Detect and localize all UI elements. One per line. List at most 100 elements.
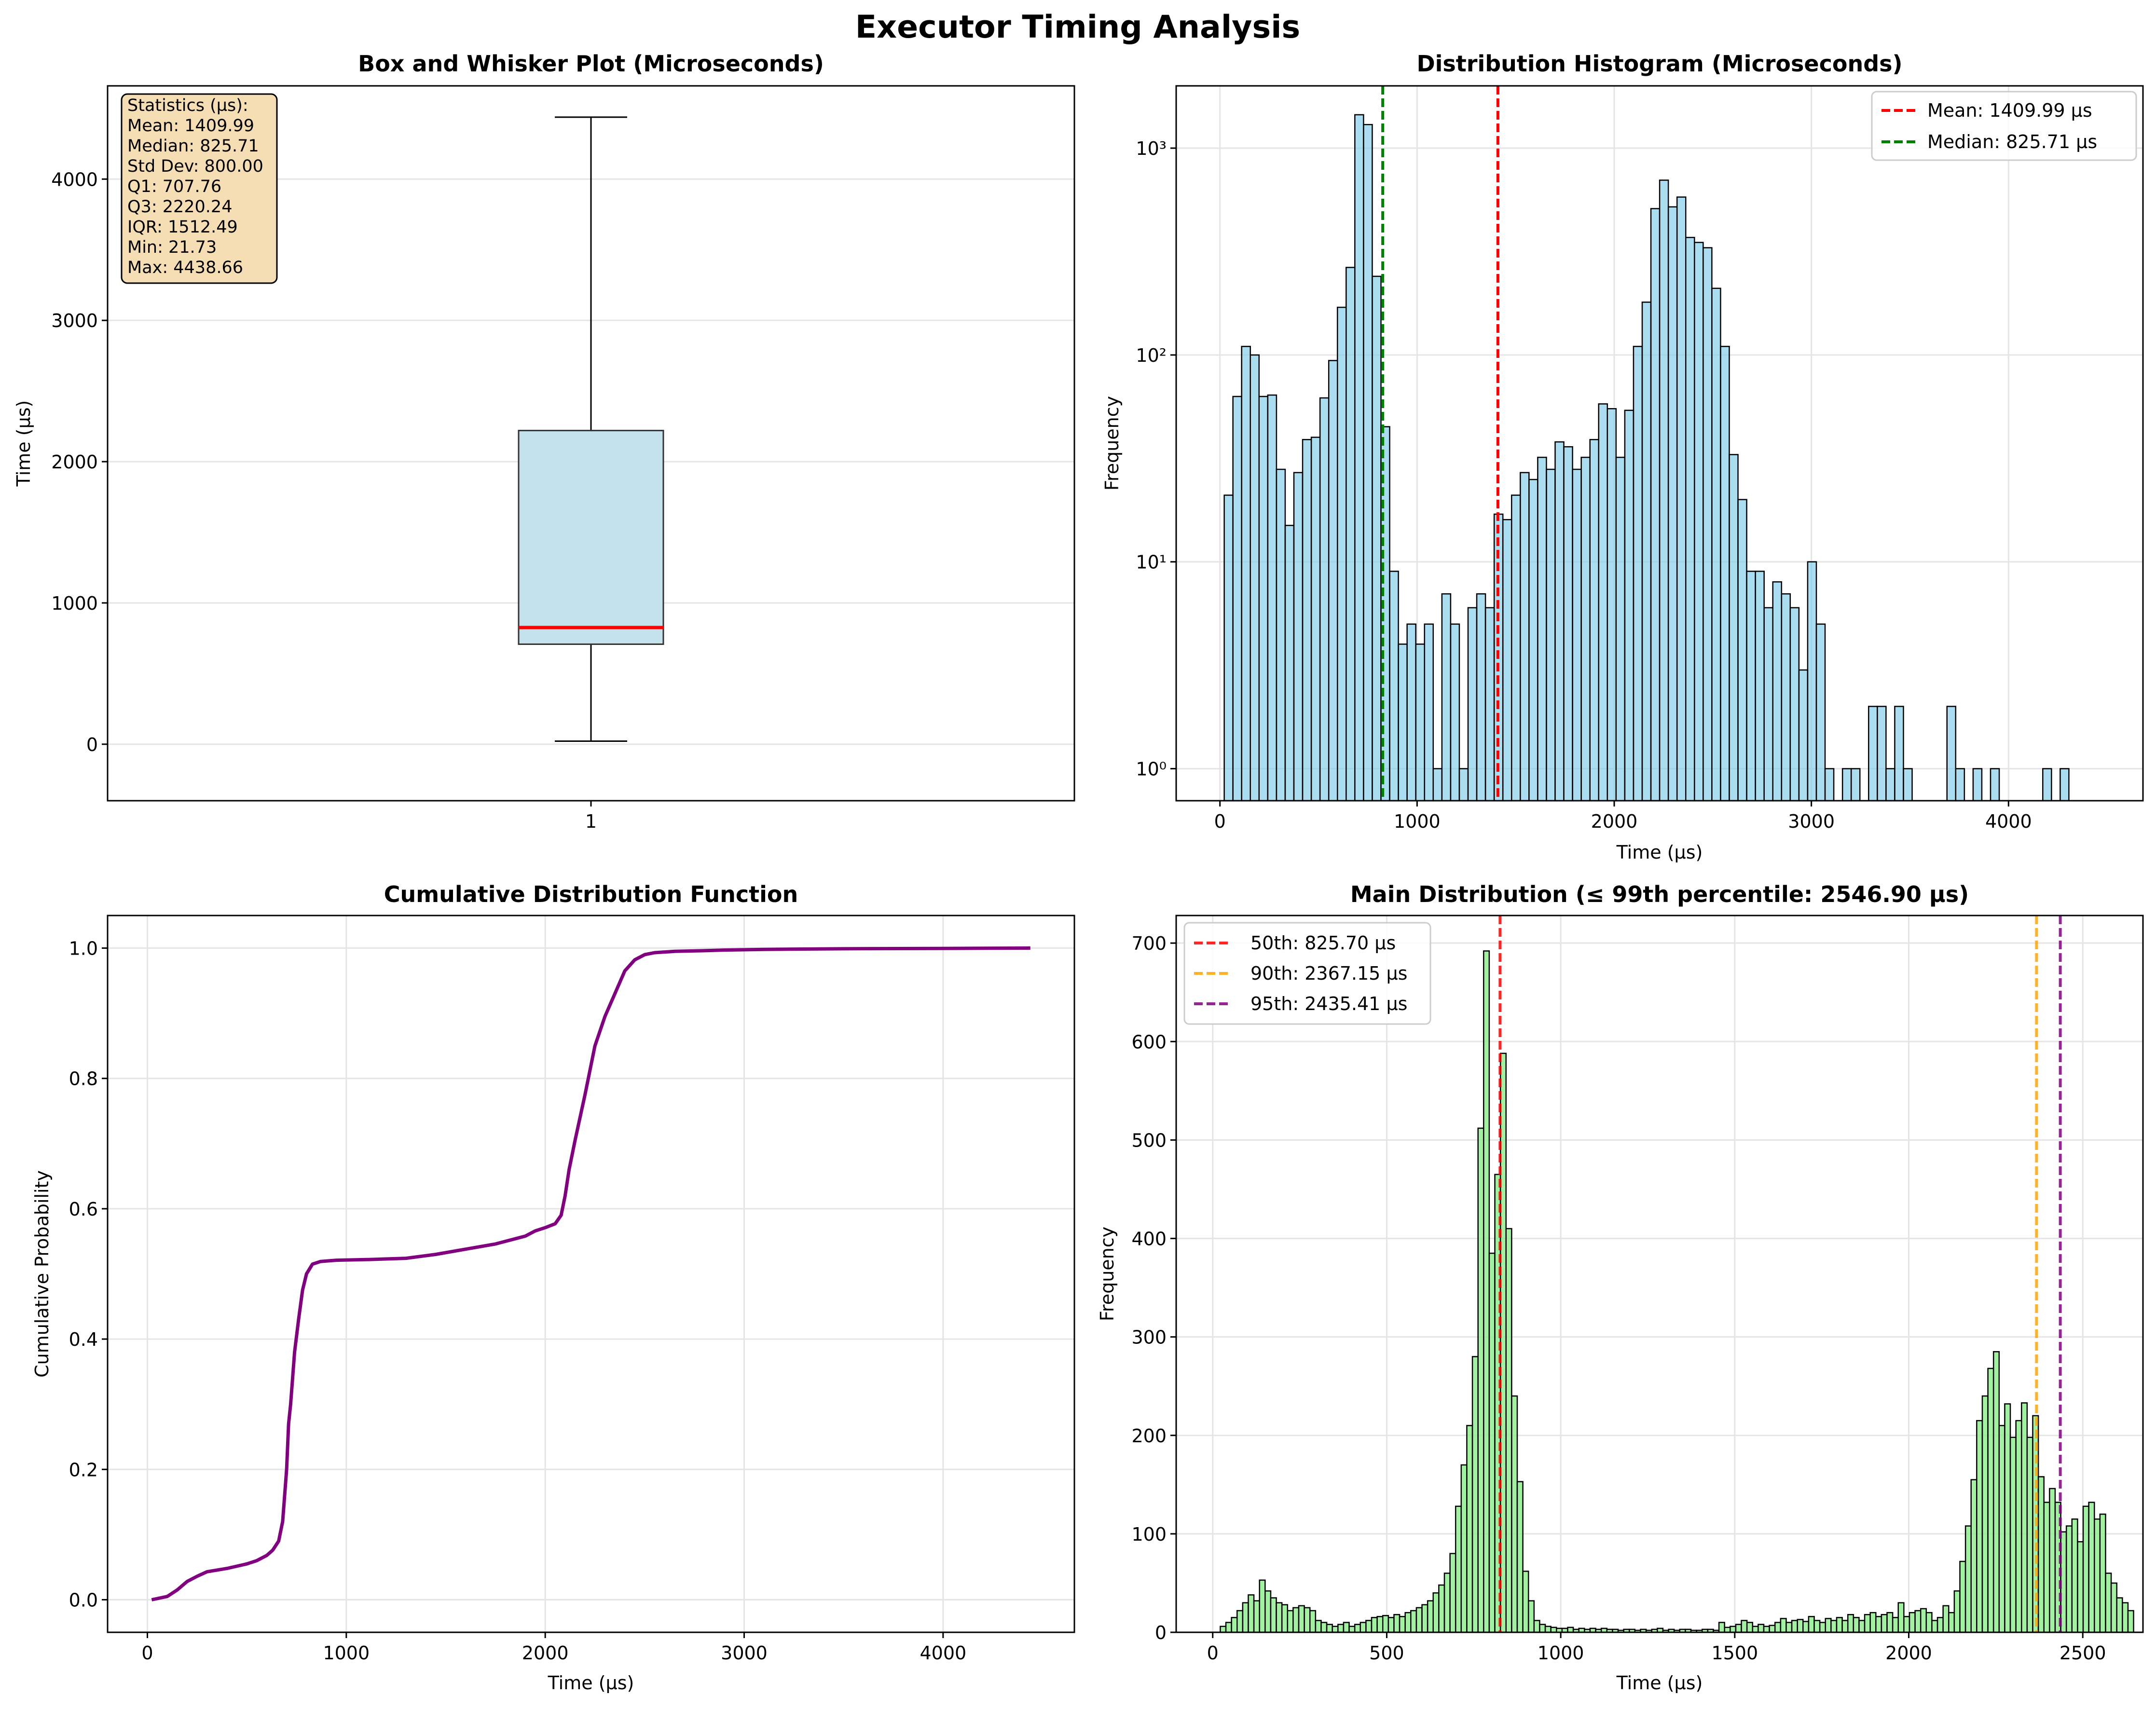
histogram-bar (1458, 768, 1469, 802)
y-tick-label: 3000 (51, 310, 98, 331)
x-tick-label: 0 (1214, 811, 1226, 832)
histogram-bar (1711, 287, 1721, 802)
histogram-bar (1399, 1616, 1406, 1633)
histogram-bar (1539, 1624, 1546, 1633)
histogram-bar (1942, 1605, 1950, 1633)
histogram-bar (1346, 267, 1356, 802)
cdf-line (151, 946, 1030, 1601)
main-distribution-ylabel: Frequency (1097, 1227, 1118, 1321)
stats-line: Std Dev: 800.00 (127, 157, 263, 176)
histogram-bar (1466, 1425, 1473, 1633)
histogram-bar (1641, 301, 1652, 802)
histogram-bar (2093, 1518, 2101, 1633)
histogram-bar (1242, 1602, 1249, 1633)
histogram-bar (1633, 345, 1643, 802)
y-tick-label: 1.0 (69, 938, 98, 959)
histogram-bar (1781, 593, 1791, 802)
histogram-bar (1959, 1560, 1966, 1633)
histogram-bar (1758, 1624, 1765, 1633)
histogram-bar (1659, 179, 1669, 802)
histogram-bar (1550, 1627, 1557, 1633)
histogram-bar (1909, 1612, 1916, 1633)
histogram-bar (2110, 1582, 2117, 1633)
main-distribution-marks (1220, 916, 2134, 1633)
histogram-bar (1348, 1626, 1356, 1633)
y-tick-label: 0.2 (69, 1459, 98, 1480)
y-tick-label: 200 (1131, 1425, 1167, 1447)
stats-line: Q1: 707.76 (127, 177, 221, 196)
histogram-bar (1791, 1620, 1798, 1633)
y-tick-label: 1000 (51, 593, 98, 614)
y-tick-label: 10³ (1136, 138, 1167, 159)
histogram-bar (1830, 1620, 1838, 1633)
histogram-bar (1415, 643, 1425, 802)
histogram-bar (1976, 1420, 1983, 1633)
histogram-bar (1567, 1627, 1574, 1633)
histogram-bar (1326, 1624, 1333, 1633)
histogram-bar (1746, 571, 1756, 802)
histogram-bar (2116, 1597, 2123, 1633)
histogram-bar (1718, 1622, 1725, 1633)
y-tick-label: 0 (1155, 1622, 1167, 1643)
histogram-bar (1276, 1602, 1283, 1633)
histogram-bar (1981, 1395, 1989, 1633)
histogram-bar (1885, 768, 1895, 802)
histogram-bar (1511, 1395, 1518, 1633)
histogram-bar (1868, 706, 1878, 802)
histogram-bar (1841, 768, 1852, 802)
cdf-frame (107, 915, 1075, 1633)
histogram-bar (1589, 439, 1599, 802)
histogram-bar (1763, 1626, 1770, 1633)
histogram-bar (1752, 1626, 1759, 1633)
histogram-bar (1729, 454, 1739, 802)
histogram-bar (1903, 768, 1913, 802)
histogram-bar (1948, 1612, 1955, 1633)
histogram-bar (1253, 1600, 1260, 1633)
histogram-bar (1972, 768, 1983, 802)
histogram-bar (1624, 410, 1634, 802)
histogram-bar (1372, 275, 1382, 802)
histogram-bar (1393, 1614, 1401, 1633)
histogram-bar (1755, 571, 1765, 802)
histogram-bar (1970, 1479, 1977, 1633)
histogram-bar (1460, 1464, 1468, 1633)
x-tick-label: 0 (1207, 1642, 1219, 1664)
histogram-bar (1914, 1610, 1922, 1633)
histogram-bar (1598, 403, 1608, 802)
histogram-bar (1533, 1620, 1540, 1633)
histogram-bar (1471, 1356, 1479, 1633)
histogram-bar (1946, 706, 1957, 802)
iqr-box (518, 430, 664, 645)
histogram-bar (1387, 1617, 1395, 1633)
histogram-bar (1284, 524, 1295, 802)
histogram-bar (1730, 1626, 1737, 1633)
legend-p90-label: 90th: 2367.15 µs (1250, 963, 1407, 984)
histogram-bar (1336, 306, 1347, 802)
histogram-bar (1477, 1127, 1484, 1633)
y-tick-label: 0.6 (69, 1199, 98, 1220)
histogram-bar (1302, 439, 1312, 802)
box-plot-ylabel: Time (µs) (13, 400, 34, 487)
histogram-bar (2099, 1513, 2106, 1633)
histogram-bar (1544, 1626, 1552, 1633)
histogram-bar (1527, 1600, 1535, 1633)
histogram-bar (1276, 468, 1286, 802)
histogram-bar (2060, 768, 2070, 802)
stats-box: Statistics (µs): Mean: 1409.99 Median: 8… (121, 93, 278, 284)
legend-frame (1871, 91, 2137, 161)
x-tick-label: 1000 (323, 1642, 370, 1664)
histogram-bar (1737, 499, 1747, 802)
y-tick-label: 300 (1131, 1327, 1167, 1348)
histogram-bar (2009, 1436, 2017, 1633)
histogram-bar (1798, 669, 1809, 802)
histogram-bar (1328, 360, 1338, 802)
histogram-bar (1875, 1616, 1882, 1633)
histogram-xlabel: Time (µs) (1616, 842, 1703, 863)
histogram-bar (1225, 1622, 1232, 1633)
histogram-bar (1287, 1610, 1294, 1633)
histogram-bar (1424, 623, 1434, 802)
histogram-bar (1438, 1584, 1445, 1633)
histogram-bar (2015, 1420, 2022, 1633)
cdf-title: Cumulative Distribution Function (384, 881, 798, 907)
histogram-bar (1432, 768, 1443, 802)
